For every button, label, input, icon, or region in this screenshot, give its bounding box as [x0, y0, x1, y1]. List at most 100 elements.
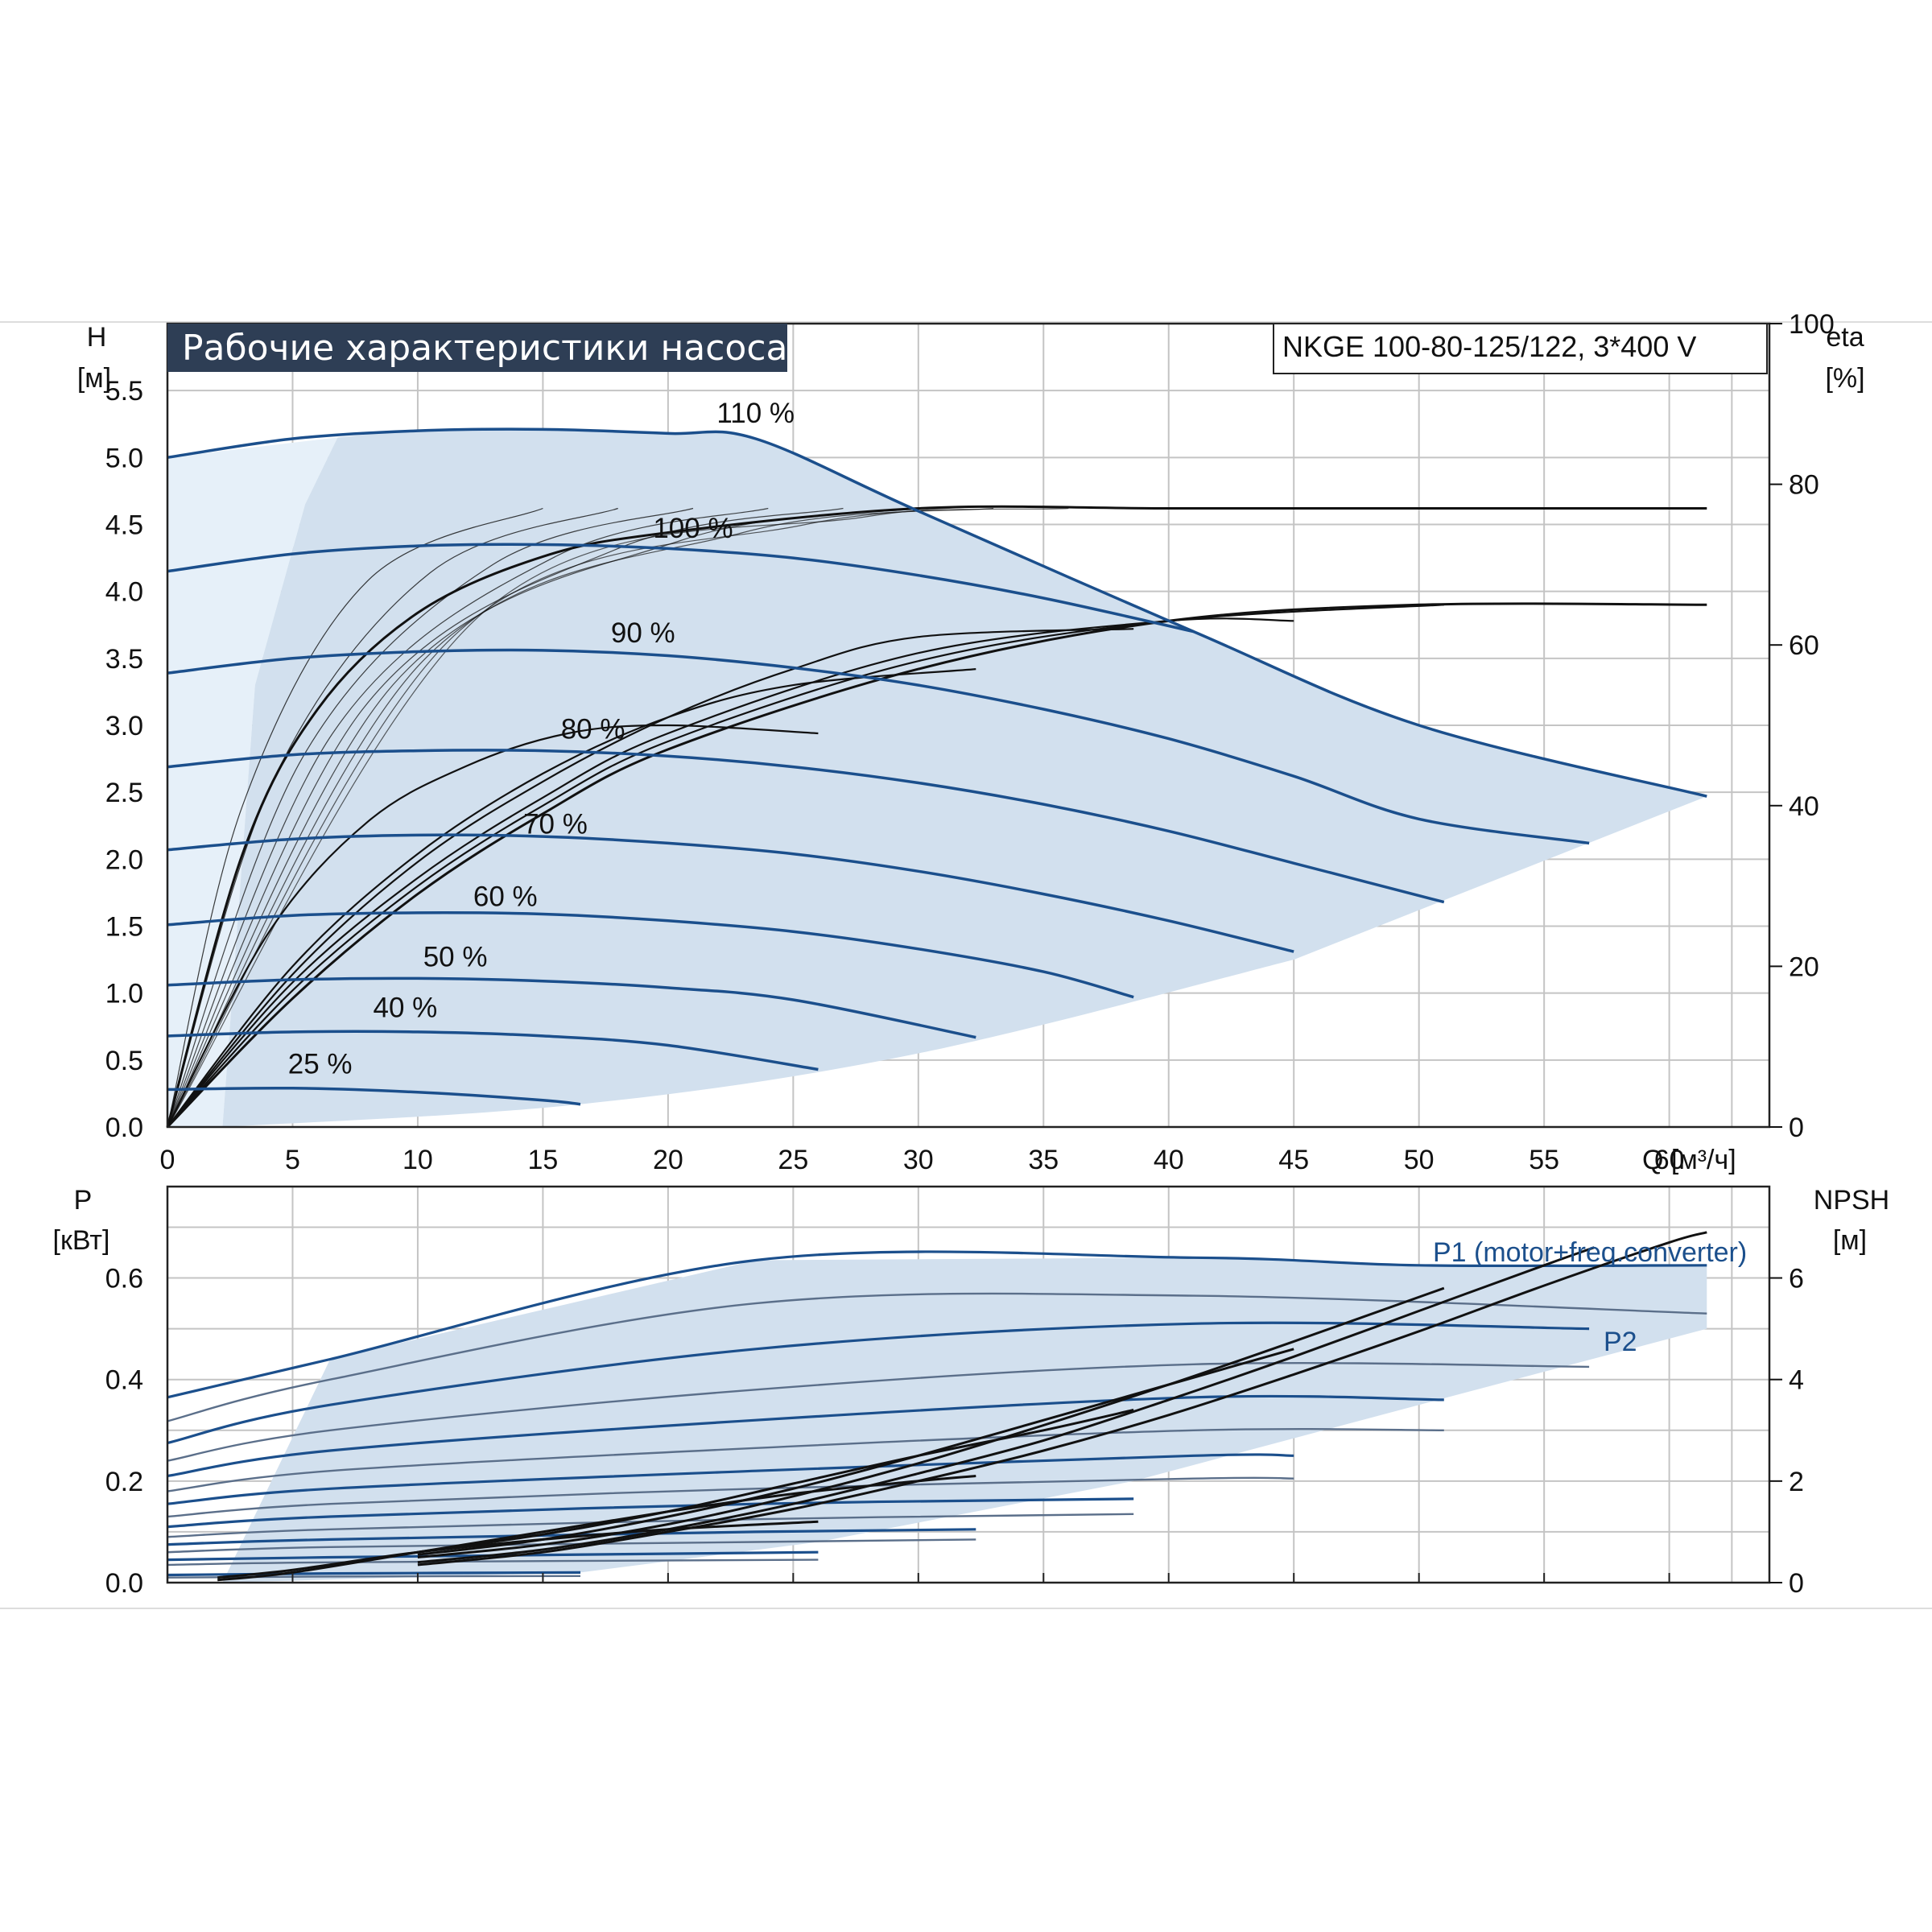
x-tick-label: 60 — [1654, 1145, 1685, 1175]
eta-tick-label: 20 — [1789, 952, 1819, 982]
head-envelope — [222, 429, 1707, 1127]
head-curve-label: 25 % — [288, 1048, 353, 1080]
head-curves — [167, 427, 1707, 1106]
efficiency-curve — [166, 602, 1707, 1129]
x-tick-label: 45 — [1278, 1145, 1309, 1175]
flow-axis-label: Q [м³/ч] — [1642, 1145, 1736, 1175]
efficiency-curve — [167, 507, 769, 1128]
power-curve — [167, 1453, 1294, 1505]
eta-axis-unit: [%] — [1825, 363, 1864, 394]
npsh-curve — [217, 1520, 819, 1579]
npsh-curve — [417, 1286, 1445, 1558]
y-tick-label: 0.4 — [105, 1365, 143, 1396]
efficiency-curve — [167, 507, 618, 1128]
y-tick-label: 5.0 — [105, 443, 143, 473]
eta-axis-label: eta — [1826, 322, 1864, 353]
head-curve — [167, 976, 976, 1039]
efficiency-curve — [167, 507, 994, 1128]
efficiency-curve — [167, 506, 1144, 1128]
power-curves — [167, 1250, 1707, 1579]
eta-tick-label: 40 — [1789, 791, 1819, 822]
x-tick-label: 5 — [285, 1145, 300, 1175]
y-tick-label: 2.0 — [105, 844, 143, 875]
head-curve-label: 80 % — [561, 714, 625, 745]
y-tick-label: 5.5 — [105, 376, 143, 407]
npsh-curve — [417, 1409, 1134, 1554]
power-curve — [167, 1571, 581, 1577]
head-envelope-light — [167, 437, 338, 1127]
head-curve-labels: 110 % 100 % 90 % 80 % 70 % 60 % 50 % 40 % 25 % — [288, 398, 795, 1080]
power-y-tick-labels: 0.0 0.2 0.4 0.6 — [105, 1264, 143, 1599]
x-tick-label: 55 — [1529, 1145, 1559, 1175]
head-curve-label: 40 % — [374, 993, 438, 1024]
npsh-axis-unit: [м] — [1833, 1225, 1867, 1256]
title-banner — [167, 324, 787, 372]
npsh-tick-label: 0 — [1789, 1568, 1804, 1599]
x-tick-label: 50 — [1404, 1145, 1435, 1175]
power-curve — [167, 1250, 1707, 1399]
efficiency-curve — [167, 507, 694, 1128]
y-tick-label: 0.5 — [105, 1046, 143, 1076]
eta-tick-label: 0 — [1789, 1113, 1804, 1143]
power-curve — [167, 1538, 976, 1554]
y-tick-label: 0.0 — [105, 1113, 143, 1143]
eta-tick-labels: 0 20 40 60 80 100 — [1769, 309, 1835, 1143]
npsh-tick-labels: 0 2 4 6 — [1769, 1264, 1804, 1599]
power-curve — [167, 1497, 1134, 1529]
npsh-curve — [417, 1246, 1595, 1564]
head-curve-label: 50 % — [423, 941, 488, 972]
eta-tick-label: 60 — [1789, 630, 1819, 661]
power-envelope — [222, 1257, 1707, 1583]
head-frame — [166, 322, 1771, 1129]
power-axis-unit: [кВт] — [53, 1225, 110, 1256]
efficiency-curve — [167, 507, 844, 1128]
power-frame — [166, 1185, 1771, 1584]
y-tick-label: 0.0 — [105, 1568, 143, 1599]
head-y-tick-labels: 0.0 0.5 1.0 1.5 2.0 2.5 3.0 3.5 4.0 4.5 5.0 5.5 — [105, 376, 143, 1143]
head-axis-unit: [м] — [77, 363, 111, 394]
efficiency-curve — [167, 507, 543, 1128]
x-tick-label: 35 — [1028, 1145, 1059, 1175]
power-curve — [167, 1394, 1444, 1478]
x-tick-label: 40 — [1154, 1145, 1184, 1175]
head-curve-label: 100 % — [653, 513, 733, 544]
pump-model: NKGE 100-80-125/122, 3*400 V — [1282, 330, 1696, 363]
head-curve — [167, 833, 1294, 953]
power-curve — [167, 1427, 1444, 1492]
head-curve — [167, 911, 1134, 999]
npsh-curves — [217, 1231, 1707, 1582]
efficiency-curve — [167, 668, 976, 1128]
power-curve — [167, 1575, 581, 1579]
head-curve-label: 60 % — [473, 881, 538, 913]
model-box — [1273, 323, 1768, 374]
head-curve-label: 110 % — [716, 398, 795, 429]
y-tick-label: 4.0 — [105, 577, 143, 608]
power-curve — [167, 1528, 976, 1546]
power-axis-label: P — [74, 1185, 93, 1216]
y-tick-label: 0.6 — [105, 1264, 143, 1294]
x-tick-label: 20 — [653, 1145, 683, 1175]
power-curve — [167, 1361, 1590, 1462]
x-tick-label: 15 — [527, 1145, 558, 1175]
head-curve — [167, 648, 1590, 845]
power-curve — [167, 1476, 1294, 1518]
p2-series-label: P2 — [1604, 1327, 1637, 1357]
head-curve — [167, 543, 1195, 634]
x-tick-label: 25 — [778, 1145, 808, 1175]
head-curve-label: 90 % — [611, 617, 675, 649]
head-x-tick-labels: 0 5 10 15 20 25 30 35 40 45 50 55 60 — [160, 1145, 1685, 1175]
power-curve — [167, 1292, 1707, 1422]
head-panel: 110 % 100 % 90 % 80 % 70 % 60 % 50 % 40 % 25 % 0… — [77, 309, 1865, 1175]
chart-title: Рабочие характеристики насоса — [182, 328, 787, 369]
npsh-curve — [417, 1231, 1707, 1567]
head-curve — [167, 749, 1445, 904]
npsh-tick-label: 4 — [1789, 1365, 1804, 1396]
y-tick-label: 1.0 — [105, 979, 143, 1009]
y-tick-label: 0.2 — [105, 1467, 143, 1497]
power-curve — [167, 1558, 819, 1567]
x-tick-label: 0 — [160, 1145, 175, 1175]
y-tick-label: 3.5 — [105, 644, 143, 675]
p1-series-label: P1 (motor+freq.converter) — [1433, 1237, 1747, 1268]
y-tick-label: 1.5 — [105, 912, 143, 943]
